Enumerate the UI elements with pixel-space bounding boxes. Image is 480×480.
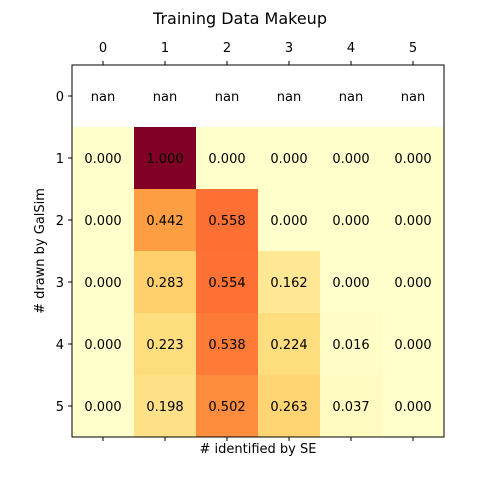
heatmap-cells	[72, 127, 445, 438]
heatmap-cell	[72, 127, 135, 190]
cell-value-label: 0.162	[270, 276, 307, 291]
heatmap-cell	[320, 313, 383, 376]
chart-title: Training Data Makeup	[152, 9, 327, 28]
cell-value-label: 0.000	[208, 152, 245, 167]
heatmap-cell	[134, 313, 197, 376]
heatmap-cell	[196, 375, 259, 438]
cell-value-label: 0.000	[84, 400, 121, 415]
cell-value-label: 0.263	[270, 400, 307, 415]
heatmap-cell-labels: nan nan nan nan nan nan 0.000 1.000 0.000 0.000 0.…	[84, 90, 431, 415]
cell-value-label: 0.000	[84, 152, 121, 167]
cell-value-label: 0.000	[394, 276, 431, 291]
x-tick-label: 2	[223, 41, 231, 56]
cell-value-label: 0.558	[208, 214, 245, 229]
x-axis-label: # identified by SE	[200, 442, 317, 457]
x-ticks-bottom	[102, 437, 414, 441]
x-tick-label: 0	[99, 41, 107, 56]
heatmap-cell	[382, 127, 445, 190]
cell-value-label: 0.223	[146, 338, 183, 353]
y-tick-label: 5	[56, 400, 64, 415]
cell-value-label: 0.000	[270, 152, 307, 167]
x-tick-label: 3	[285, 41, 293, 56]
cell-value-label: nan	[277, 90, 301, 105]
heatmap-cell	[196, 251, 259, 314]
y-ticks: 0 1 2 3 4 5	[56, 90, 72, 415]
y-tick-label: 2	[56, 214, 64, 229]
cell-value-label: 0.000	[332, 276, 369, 291]
heatmap-cell	[258, 251, 321, 314]
heatmap-cell	[258, 313, 321, 376]
cell-value-label: 0.554	[208, 276, 245, 291]
y-tick-label: 3	[56, 276, 64, 291]
cell-value-label: 0.000	[270, 214, 307, 229]
x-tick-label: 1	[161, 41, 169, 56]
heatmap-cell	[258, 375, 321, 438]
heatmap-cell	[382, 375, 445, 438]
heatmap-cell	[320, 251, 383, 314]
cell-value-label: nan	[153, 90, 177, 105]
cell-value-label: 0.000	[84, 214, 121, 229]
heatmap-cell	[134, 375, 197, 438]
cell-value-label: 0.000	[394, 214, 431, 229]
cell-value-label: 0.000	[394, 400, 431, 415]
heatmap-cell	[196, 313, 259, 376]
cell-value-label: 0.198	[146, 400, 183, 415]
heatmap-cell	[382, 251, 445, 314]
cell-value-label: nan	[91, 90, 115, 105]
heatmap-cell	[72, 313, 135, 376]
cell-value-label: 0.000	[394, 338, 431, 353]
x-tick-label: 5	[409, 41, 417, 56]
cell-value-label: 1.000	[146, 152, 183, 167]
cell-value-label: 0.224	[270, 338, 307, 353]
heatmap-cell	[320, 127, 383, 190]
cell-value-label: 0.000	[84, 338, 121, 353]
heatmap-cell	[134, 127, 197, 190]
heatmap-cell	[258, 189, 321, 252]
heatmap-cell	[382, 313, 445, 376]
plot-frame	[71, 64, 445, 438]
heatmap-cell	[320, 189, 383, 252]
cell-value-label: nan	[339, 90, 363, 105]
y-axis-label: # drawn by GalSim	[33, 188, 48, 314]
heatmap-cell	[196, 127, 259, 190]
cell-value-label: nan	[401, 90, 425, 105]
heatmap-cell	[72, 375, 135, 438]
cell-value-label: 0.000	[84, 276, 121, 291]
cell-value-label: 0.016	[332, 338, 369, 353]
heatmap-cell	[72, 189, 135, 252]
heatmap-cell	[72, 251, 135, 314]
y-tick-label: 1	[56, 152, 64, 167]
cell-value-label: nan	[215, 90, 239, 105]
cell-value-label: 0.037	[332, 400, 369, 415]
y-tick-label: 4	[56, 338, 64, 353]
heatmap-cell	[196, 189, 259, 252]
cell-value-label: 0.000	[332, 214, 369, 229]
heatmap-cell	[382, 189, 445, 252]
cell-value-label: 0.538	[208, 338, 245, 353]
cell-value-label: 0.283	[146, 276, 183, 291]
heatmap-cell	[134, 189, 197, 252]
x-ticks-top: 0 1 2 3 4 5	[99, 41, 417, 65]
cell-value-label: 0.000	[332, 152, 369, 167]
heatmap-cell	[258, 127, 321, 190]
heatmap-cell	[320, 375, 383, 438]
cell-value-label: 0.442	[146, 214, 183, 229]
cell-value-label: 0.000	[394, 152, 431, 167]
heatmap-cell	[134, 251, 197, 314]
y-tick-label: 0	[56, 90, 64, 105]
cell-value-label: 0.502	[208, 400, 245, 415]
x-tick-label: 4	[347, 41, 355, 56]
